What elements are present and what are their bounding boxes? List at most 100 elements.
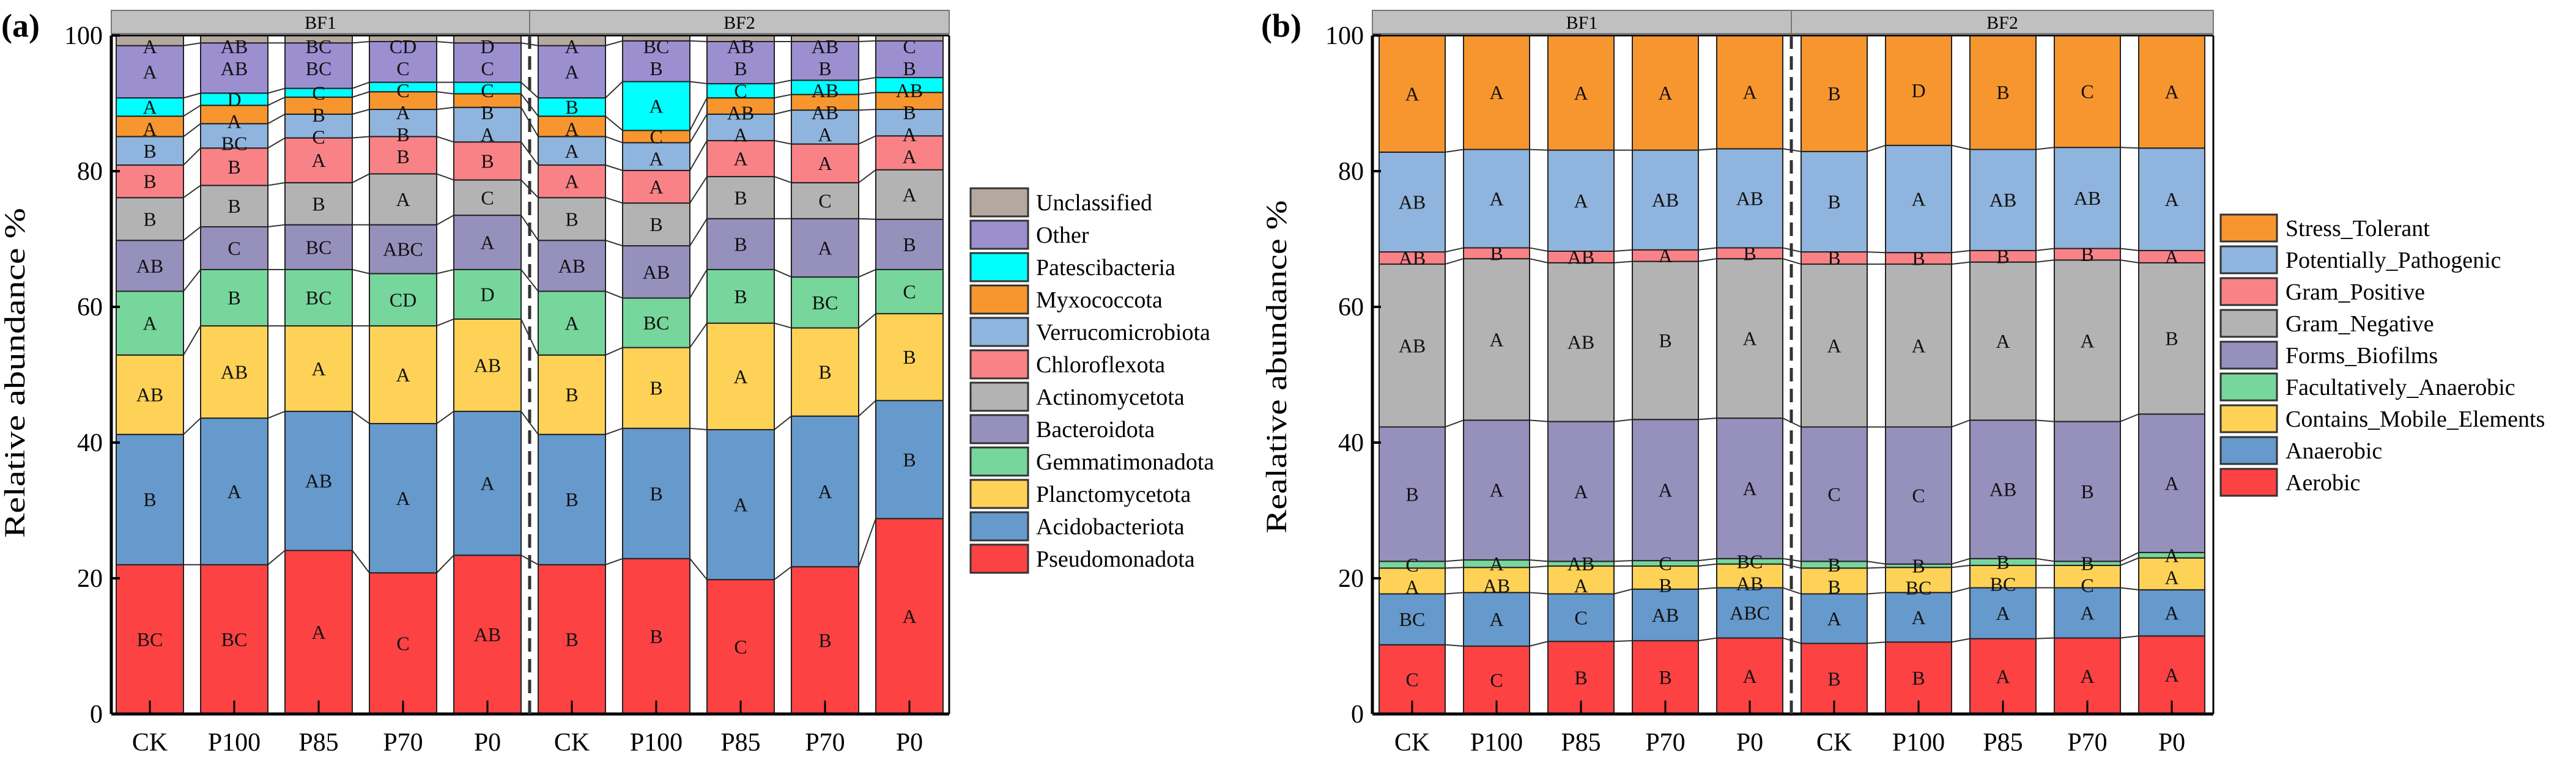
connector-line	[183, 147, 201, 166]
connector-line	[774, 109, 792, 115]
significance-letter: AB	[1399, 191, 1426, 213]
connector-line	[1698, 148, 1717, 151]
significance-letter: AB	[474, 624, 501, 646]
legend-label: Unclassified	[1036, 190, 1152, 216]
connector-line	[1613, 249, 1633, 252]
significance-letter: C	[481, 57, 494, 79]
legend-label: Gram_Positive	[2285, 279, 2425, 305]
connector-line	[2120, 248, 2139, 251]
significance-letter: B	[2081, 243, 2093, 265]
connector-line	[774, 175, 792, 183]
bar-segment	[875, 518, 944, 715]
significance-letter: C	[1659, 553, 1671, 575]
connector-line	[436, 411, 454, 424]
bar-segment	[369, 40, 437, 83]
connector-line	[1867, 561, 1886, 565]
bar-segment	[284, 268, 353, 327]
bar-segment	[875, 218, 944, 270]
significance-letter: A	[1489, 81, 1503, 103]
bar-segment	[200, 564, 268, 715]
connector-line	[774, 322, 792, 329]
connector-line	[1529, 258, 1549, 263]
connector-line	[436, 173, 454, 181]
y-tick-label: 80	[1338, 158, 1364, 186]
significance-letter: A	[1996, 602, 2010, 624]
connector-line	[267, 87, 286, 94]
legend-swatch	[969, 511, 1029, 542]
y-tick-label: 0	[1351, 701, 1364, 729]
bar-segment	[2054, 587, 2121, 639]
connector-line	[774, 269, 792, 278]
bar-segment	[622, 427, 690, 559]
significance-letter: A	[2080, 665, 2094, 687]
significance-letter: A	[1658, 82, 1672, 104]
significance-letter: B	[1912, 554, 1925, 576]
connector-line	[689, 323, 708, 348]
significance-letter: AB	[1567, 246, 1594, 268]
legend-label: Contains_Mobile_Elements	[2285, 407, 2545, 432]
bar-segment	[284, 137, 353, 183]
significance-letter: AB	[1989, 479, 2016, 501]
connector-line	[1951, 564, 1971, 568]
significance-letter: A	[1489, 479, 1503, 501]
significance-letter: B	[228, 287, 240, 309]
significance-letter: A	[480, 123, 494, 145]
significance-letter: A	[564, 118, 579, 140]
connector-line	[1445, 644, 1464, 647]
bar-segment	[706, 40, 775, 84]
legend-label: Gemmatimonadota	[1036, 449, 1214, 475]
connector-line	[1698, 247, 1717, 251]
bar-segment	[1379, 593, 1446, 646]
significance-letter: A	[564, 61, 579, 83]
legend-label: Planctomycetota	[1036, 482, 1191, 507]
bar-segment	[2054, 421, 2121, 562]
significance-letter: A	[142, 61, 157, 83]
significance-letter: A	[396, 188, 410, 210]
bar-segment	[791, 182, 859, 219]
significance-letter: C	[228, 237, 240, 259]
bar-segment	[538, 433, 606, 565]
x-tick-label: P85	[720, 729, 760, 757]
connector-line	[605, 347, 623, 356]
bar-segment	[538, 564, 606, 715]
bar-segment	[2138, 35, 2205, 149]
significance-letter: A	[1827, 608, 1841, 630]
significance-letter: A	[2164, 566, 2178, 588]
bar-segment	[1463, 419, 1530, 561]
connector-line	[436, 215, 454, 226]
bar-segment	[706, 140, 775, 177]
connector-line	[183, 123, 201, 138]
significance-letter: B	[143, 488, 156, 510]
bar-segment	[369, 91, 437, 110]
bar-segment	[1632, 588, 1699, 642]
significance-letter: B	[1996, 81, 2009, 103]
significance-letter: B	[1827, 247, 1840, 269]
bar-segment	[453, 42, 522, 83]
legend-swatch	[2219, 340, 2278, 370]
bar-segment	[538, 197, 606, 241]
connector-line	[858, 92, 876, 95]
connector-line	[267, 224, 286, 228]
x-tick-label: P85	[298, 729, 338, 757]
connector-line	[2035, 419, 2055, 422]
bar-segment	[538, 136, 606, 166]
significance-letter: C	[734, 636, 747, 658]
connector-line	[1445, 419, 1464, 428]
bar-segment	[706, 268, 775, 324]
legend-swatch	[2219, 468, 2278, 497]
significance-letter: A	[818, 123, 832, 145]
bar-segment	[200, 325, 268, 419]
bar-segment	[116, 240, 184, 292]
connector-line	[1951, 419, 1971, 428]
connector-line	[352, 91, 370, 98]
bar-segment	[284, 410, 353, 551]
bar-segment	[116, 164, 184, 199]
connector-line	[1951, 587, 1971, 594]
significance-letter: B	[818, 57, 831, 79]
legend-label: Chloroflexota	[1036, 352, 1165, 378]
panel-label: (a)	[1, 7, 40, 44]
significance-letter: B	[650, 482, 662, 504]
x-tick-label: P0	[896, 729, 923, 757]
connector-line	[1951, 638, 1971, 643]
bar-segment	[538, 97, 606, 117]
